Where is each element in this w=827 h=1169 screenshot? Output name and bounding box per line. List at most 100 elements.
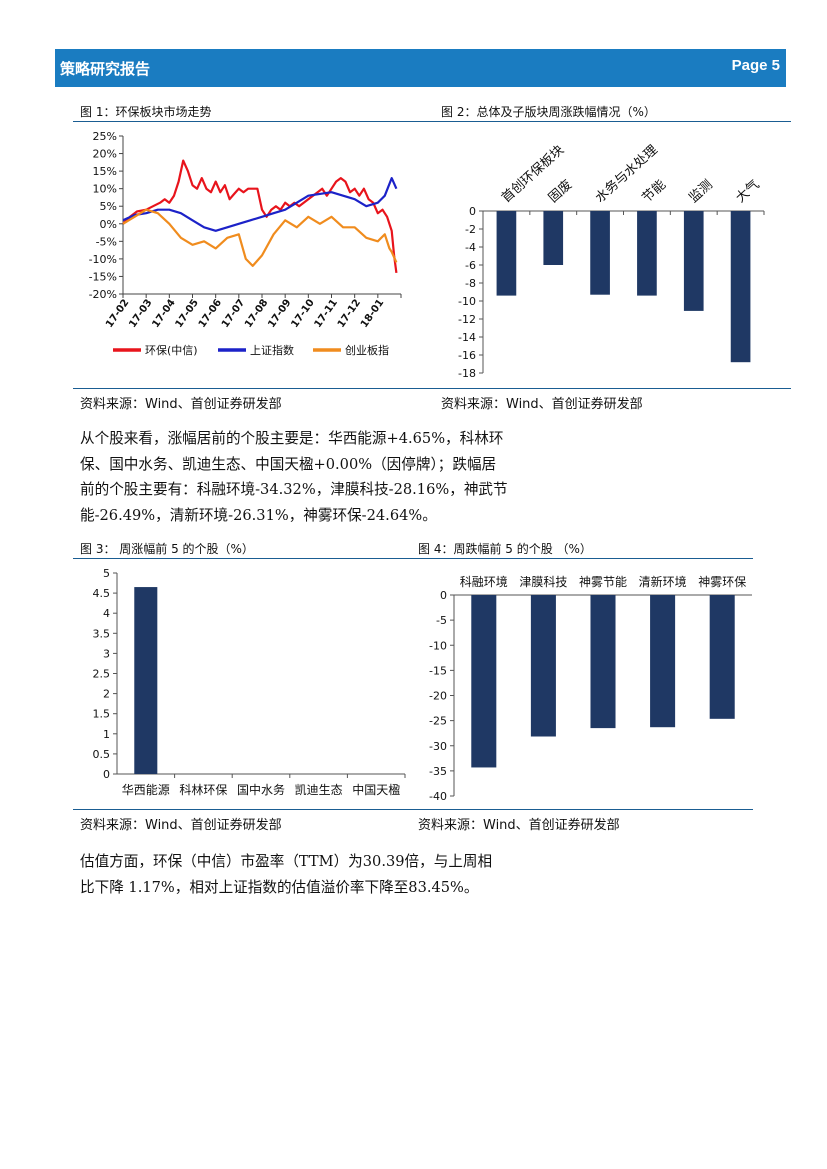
y-tick-label: -20% [89,288,117,301]
page-number: Page 5 [731,57,780,74]
y-tick-label: 0 [440,589,447,602]
series-line [122,159,398,274]
y-tick-label: -10 [429,639,447,652]
y-tick-label: 25% [93,130,117,143]
y-tick-label: 1.5 [93,708,111,721]
legend-label: 上证指数 [250,343,294,357]
fig2-caption: 图 2：总体及子版块周涨跌幅情况（%） [441,105,656,119]
category-label: 节能 [640,177,669,206]
bar [530,595,556,737]
bar [496,211,517,296]
y-tick-label: 0 [103,768,110,781]
bar [590,211,610,295]
bar [471,595,497,768]
category-label: 神雾环保 [698,575,746,589]
y-tick-label: 20% [93,148,117,161]
fig2-source: 资料来源：Wind、首创证券研发部 [441,397,643,412]
category-label: 凯迪生态 [295,783,343,797]
bar [134,587,158,774]
bar [543,211,564,265]
x-tick-label: 17-09 [266,297,293,330]
fig-row1-top-rule [73,121,791,122]
chart-top5-losers: 0 -5 -10 -15 -20 -25 -30 -35 -40 科融环境 津膜科技 神雾节能 清新环境… [429,574,752,803]
x-tick-label: 17-02 [104,297,131,330]
y-tick-label: -15 [429,664,447,677]
x-tick-label: 17-05 [174,297,201,330]
fig3-caption: 图 3： 周涨幅前 5 的个股（%） [80,542,254,556]
y-tick-label: 2.5 [93,668,111,681]
category-label: 华西能源 [122,783,170,797]
y-tick-label: 0% [100,218,117,231]
category-label: 固废 [545,177,575,206]
chart-market-trend: 25%20%15%10%5%0%-5%-10%-15%-20%17-0217-0… [89,130,402,357]
y-tick-label: -20 [429,690,447,703]
y-tick-label: 0 [469,205,476,218]
fig4-caption: 图 4：周跌幅前 5 的个股 （%） [418,542,592,556]
y-tick-label: -4 [465,241,476,254]
fig-row1-bottom-rule [73,388,791,389]
bar [709,595,735,719]
legend-label: 创业板指 [345,343,389,357]
y-tick-label: -14 [458,331,476,344]
paragraph-valuation: 估值方面，环保（中信）市盈率（TTM）为30.39倍，与上周相 比下降 1.17… [80,849,560,900]
fig1-caption: 图 1：环保板块市场走势 [80,105,212,119]
bar [637,211,657,296]
x-tick-label: 17-03 [127,297,154,330]
x-tick-label: 17-06 [197,297,224,330]
para1-line-2: 保、国中水务、凯迪生态、中国天楹+0.00%（因停牌）；跌幅居 [80,455,497,473]
para1-line-1: 从个股来看，涨幅居前的个股主要是：华西能源+4.65%，科林环 [80,430,504,447]
x-tick-label: 17-04 [150,297,177,330]
report-header: 策略研究报告 Page 5 [55,49,786,87]
y-tick-label: -30 [429,740,447,753]
y-tick-label: 2 [103,688,110,701]
y-tick-label: -40 [429,790,447,803]
y-tick-label: -10% [89,253,117,266]
fig-row2-top-rule [73,558,753,559]
category-label: 清新环境 [639,574,687,589]
y-tick-label: -15% [89,270,117,283]
fig1-source: 资料来源：Wind、首创证券研发部 [80,397,282,412]
y-tick-label: -2 [465,223,476,236]
category-label: 监测 [686,177,715,206]
y-tick-label: 0.5 [93,748,111,761]
bar [650,595,676,728]
y-tick-label: 4.5 [93,587,111,600]
x-tick-label: 17-10 [289,297,316,330]
y-tick-label: 5 [103,567,110,580]
series-line [122,208,398,267]
category-label: 津膜科技 [519,575,567,589]
y-tick-label: -8 [465,277,476,290]
series-line [122,176,398,232]
y-tick-label: -35 [429,765,447,778]
y-tick-label: -5% [96,235,117,248]
para1-line-4: 能-26.49%，清新环境-26.31%，神雾环保-24.64%。 [80,506,437,524]
fig3-source: 资料来源：Wind、首创证券研发部 [80,818,282,833]
para2-line-1: 估值方面，环保（中信）市盈率（TTM）为30.39倍，与上周相 [80,853,493,870]
category-label: 科融环境 [460,574,508,589]
y-tick-label: -16 [458,349,476,362]
y-tick-label: 4 [103,607,110,620]
y-tick-label: -12 [458,313,476,326]
fig4-source: 资料来源：Wind、首创证券研发部 [418,818,620,833]
chart-top5-gainers: 5 4.5 4 3.5 3 2.5 2 1.5 1 0.5 0 华西能源 科林环保 国中水务 凯迪生态 中国天… [93,567,406,797]
category-label: 大气 [733,177,763,206]
y-tick-label: 1 [103,728,110,741]
legend-label: 环保(中信) [145,343,198,357]
x-tick-label: 17-11 [313,297,340,330]
y-tick-label: 3 [103,647,110,660]
y-tick-label: 3.5 [93,627,111,640]
y-tick-label: -5 [436,614,447,627]
y-tick-label: -6 [465,259,476,272]
para1-line-3: 前的个股主要有：科融环境-34.32%，津膜科技-28.16%，神武节 [80,481,508,498]
category-label: 科林环保 [179,783,227,797]
x-tick-label: 17-12 [336,297,363,330]
x-tick-label: 17-08 [243,297,270,330]
bar [730,211,751,363]
para2-line-2: 比下降 1.17%，相对上证指数的估值溢价率下降至83.45%。 [80,878,479,896]
y-tick-label: -18 [458,367,476,380]
y-tick-label: 10% [93,183,117,196]
x-tick-label: 18-01 [359,297,386,330]
paragraph-stocks: 从个股来看，涨幅居前的个股主要是：华西能源+4.65%，科林环 保、国中水务、凯… [80,426,560,528]
y-tick-label: -25 [429,715,447,728]
